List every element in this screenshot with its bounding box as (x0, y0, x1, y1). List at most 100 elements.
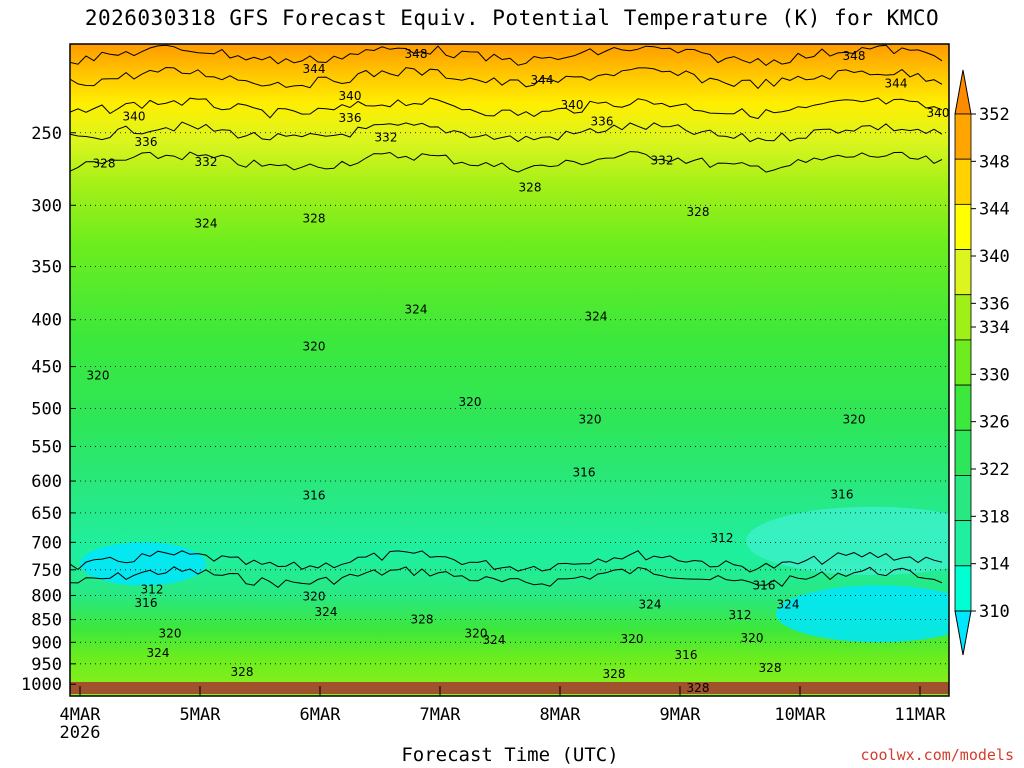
x-tick-label: 8MAR (540, 705, 582, 725)
chart-title: 2026030318 GFS Forecast Equiv. Potential… (84, 6, 940, 30)
contour-label: 332 (651, 153, 674, 167)
contour-label: 316 (975, 579, 998, 593)
contour-label: 324 (639, 597, 662, 611)
y-tick-label: 300 (31, 196, 62, 216)
contour-label: 324 (483, 633, 506, 647)
colorbar-tick-label: 330 (979, 365, 1010, 385)
y-tick-label: 950 (31, 655, 62, 675)
contour-label: 332 (195, 155, 218, 169)
y-tick-label: 350 (31, 258, 62, 278)
colorbar-tick-label: 334 (979, 318, 1010, 338)
contour-label: 328 (687, 681, 710, 695)
colorbar-tick-label: 340 (979, 247, 1010, 267)
contour-label: 312 (711, 531, 734, 545)
contour-label: 316 (303, 488, 326, 502)
contour-label: 320 (579, 412, 602, 426)
contour-label: 320 (621, 632, 644, 646)
contour-label: 340 (561, 98, 584, 112)
low-theta-region (746, 506, 949, 576)
contour-label: 344 (303, 62, 326, 76)
low-theta-region (776, 585, 949, 643)
y-tick-label: 1000 (21, 675, 62, 695)
contour-label: 328 (303, 211, 326, 225)
contour-label: 320 (303, 589, 326, 603)
colorbar-segment (954, 203, 972, 250)
contour-label: 344 (885, 77, 908, 91)
colorbar-segment (954, 565, 972, 612)
y-tick-label: 900 (31, 633, 62, 653)
contour-label: 324 (1011, 617, 1024, 631)
x-tick-label: 9MAR (660, 705, 702, 725)
colorbar-tick-label: 314 (979, 555, 1010, 575)
contour-label: 324 (147, 646, 170, 660)
credit-text[interactable]: coolwx.com/models (860, 746, 1014, 764)
colorbar-segment (954, 384, 972, 431)
contour-label: 320 (159, 626, 182, 640)
y-tick-label: 600 (31, 472, 62, 492)
contour-line (70, 121, 943, 143)
colorbar-segment (954, 249, 972, 296)
y-tick-label: 650 (31, 504, 62, 524)
colorbar-tick-label: 336 (979, 294, 1010, 314)
colorbar-tick-label: 322 (979, 460, 1010, 480)
contour-line (70, 97, 943, 120)
contour-label: 320 (843, 412, 866, 426)
contour-line (70, 44, 943, 67)
colorbar-segment (954, 520, 972, 567)
plot-frame (69, 43, 950, 697)
contour-label: 316 (675, 648, 698, 662)
x-tick-label: 11MAR (894, 705, 946, 725)
colorbar-tick-label: 326 (979, 413, 1010, 433)
contour-label: 332 (375, 131, 398, 145)
colorbar-tick-label: 348 (979, 152, 1010, 172)
low-theta-region (80, 542, 206, 586)
colorbar-tick-label: 318 (979, 507, 1010, 527)
contour-label: 328 (759, 661, 782, 675)
contour-label: 348 (843, 49, 866, 63)
y-tick-label: 450 (31, 358, 62, 378)
contour-label: 328 (411, 613, 434, 627)
contour-label: 328 (519, 181, 542, 195)
colorbar-bottom-arrow (954, 610, 972, 656)
contour-label: 328 (687, 205, 710, 219)
y-tick-label: 550 (31, 437, 62, 457)
colorbar-segment (954, 294, 972, 341)
colorbar-top-arrow (954, 69, 972, 115)
x-tick-label: 7MAR (420, 705, 462, 725)
y-tick-label: 500 (31, 400, 62, 420)
contour-label: 320 (741, 631, 764, 645)
contour-label: 312 (729, 608, 752, 622)
contour-line (70, 151, 943, 173)
contour-label: 324 (777, 597, 800, 611)
theta-e-field (70, 44, 949, 696)
contour-label: 320 (459, 395, 482, 409)
contour-label: 336 (135, 135, 158, 149)
y-tick-label: 250 (31, 124, 62, 144)
contour-label: 340 (123, 110, 146, 124)
colorbar-segment (954, 113, 972, 160)
contour-line (70, 66, 943, 90)
x-year-label: 2026 (60, 723, 101, 743)
colorbar-segment (954, 339, 972, 386)
contour-label: 316 (753, 578, 776, 592)
contour-label: 312 (141, 582, 164, 596)
colorbar-segment (954, 475, 972, 522)
x-tick-label: 4MAR (60, 705, 102, 725)
y-tick-label: 850 (31, 611, 62, 631)
contour-label: 324 (315, 605, 338, 619)
ground-strip (70, 682, 949, 694)
x-tick-label: 6MAR (300, 705, 342, 725)
contour-label: 328 (603, 667, 626, 681)
contour-label: 316 (573, 465, 596, 479)
contour-label: 332 (969, 178, 992, 192)
contour-label: 340 (339, 89, 362, 103)
contour-label: 324 (585, 310, 608, 324)
x-tick-label: 10MAR (774, 705, 826, 725)
contour-label: 336 (339, 111, 362, 125)
x-tick-label: 5MAR (180, 705, 222, 725)
colorbar-segment (954, 158, 972, 205)
contour-label: 320 (303, 340, 326, 354)
contour-label: 324 (195, 216, 218, 230)
contour-label: 316 (135, 596, 158, 610)
